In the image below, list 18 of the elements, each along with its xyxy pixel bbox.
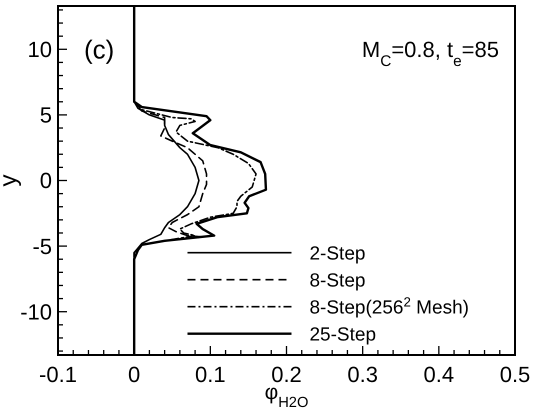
y-tick-label: 5 <box>40 102 52 128</box>
text: 8-Step <box>309 270 366 292</box>
x-tick-label: -0.1 <box>39 362 77 387</box>
x-tick-label: 0.4 <box>424 362 454 387</box>
text: 8-Step(256$^{2}$ Mesh) <box>309 294 469 318</box>
x-tick-label: 0.3 <box>347 362 378 387</box>
y-tick-label: 0 <box>40 168 52 194</box>
annotation: M$_{C}$=0.8, t$_{e}$=85 <box>362 36 499 70</box>
annotation: (c) <box>84 34 114 64</box>
y-axis-title: y <box>0 174 22 186</box>
x-tick-label: 0.1 <box>195 362 226 387</box>
y-tick-label: -10 <box>20 299 52 324</box>
y-tick-label: 10 <box>28 36 52 62</box>
x-tick-label: 0 <box>128 362 140 387</box>
text: 25-Step <box>309 324 376 346</box>
text: 2-Step <box>309 243 366 264</box>
y-tick-label: -5 <box>32 234 52 259</box>
x-tick-label: 0.5 <box>500 362 530 387</box>
